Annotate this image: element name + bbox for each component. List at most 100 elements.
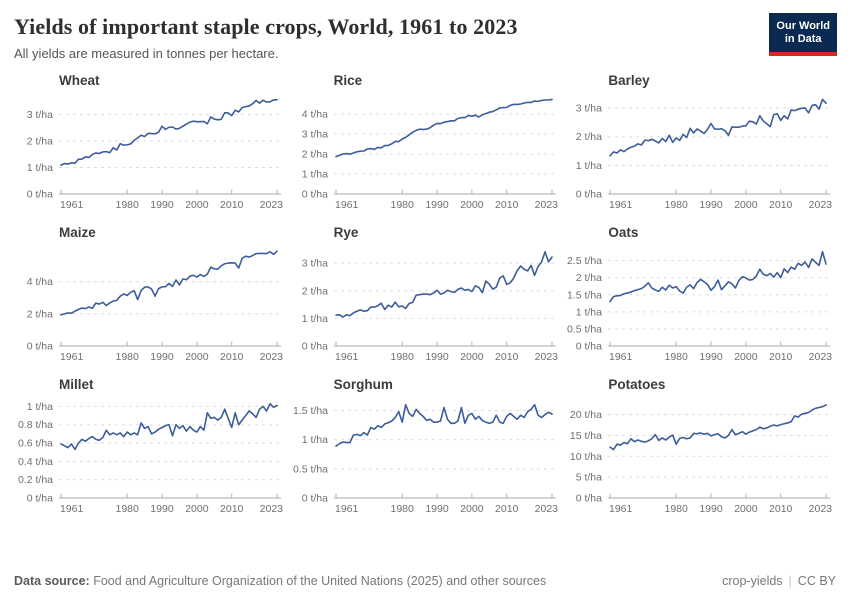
data-source: Data source: Food and Agriculture Organi…	[14, 574, 546, 588]
title-block: Yields of important staple crops, World,…	[13, 12, 518, 61]
chart-cell-rice: Rice 0 t/ha 1 t/ha 2 t/ha 3 t/ha 4 t/ha 1961 19…	[288, 73, 562, 216]
x-tick-label: 1961	[60, 351, 84, 363]
x-tick-label: 2000	[735, 503, 759, 515]
y-tick-label: 0 t/ha	[301, 341, 327, 353]
series-line-maize	[60, 250, 278, 316]
chart-title-rye: Rye	[333, 225, 359, 240]
x-tick-label: 2010	[769, 351, 793, 363]
x-tick-label: 2000	[185, 503, 209, 515]
x-tick-label: 2023	[260, 199, 284, 211]
x-tick-label: 1961	[335, 199, 359, 211]
chart-cell-millet: Millet 0 t/ha 0.2 t/ha 0.4 t/ha 0.6 t/ha 0.8 …	[13, 377, 287, 520]
y-tick-label: 5 t/ha	[576, 472, 602, 484]
y-tick-label: 0.8 t/ha	[18, 419, 53, 431]
x-tick-label: 2023	[260, 503, 284, 515]
series-line-rice	[334, 98, 553, 158]
y-tick-label: 0 t/ha	[27, 493, 53, 505]
credit-slug: crop-yields	[722, 574, 783, 588]
x-tick-label: 2000	[460, 199, 484, 211]
x-tick-label: 2000	[185, 199, 209, 211]
x-tick-label: 1990	[425, 503, 449, 515]
y-tick-label: 2 t/ha	[301, 285, 327, 297]
x-tick-label: 1980	[116, 199, 140, 211]
x-tick-label: 2023	[809, 199, 833, 211]
chart-title-maize: Maize	[59, 225, 96, 240]
y-tick-label: 1 t/ha	[301, 434, 327, 446]
y-tick-label: 1 t/ha	[576, 306, 602, 318]
y-tick-label: 20 t/ha	[570, 409, 602, 421]
y-tick-label: 2 t/ha	[27, 308, 53, 320]
x-tick-label: 2010	[220, 351, 244, 363]
y-tick-label: 0 t/ha	[27, 341, 53, 353]
y-tick-label: 3 t/ha	[576, 103, 602, 115]
x-tick-label: 2010	[220, 199, 244, 211]
chart-title-sorghum: Sorghum	[333, 377, 393, 392]
series-line-barley	[609, 98, 828, 157]
x-tick-label: 1961	[335, 503, 359, 515]
x-tick-label: 1990	[150, 199, 174, 211]
y-tick-label: 3 t/ha	[27, 109, 53, 121]
chart-sorghum: 0 t/ha 0.5 t/ha 1 t/ha 1.5 t/ha 1961 1980 1990…	[293, 403, 558, 515]
chart-title-millet: Millet	[59, 377, 94, 392]
y-tick-label: 0.2 t/ha	[18, 474, 53, 486]
data-source-label: Data source:	[14, 574, 90, 588]
x-tick-label: 1961	[609, 199, 633, 211]
chart-cell-potatoes: Potatoes 0 t/ha 5 t/ha 10 t/ha 15 t/ha 20 t/h…	[562, 377, 836, 520]
series-line-oats	[609, 250, 828, 303]
chart-millet: 0 t/ha 0.2 t/ha 0.4 t/ha 0.6 t/ha 0.8 t/ha 1 …	[18, 401, 284, 515]
x-tick-label: 2023	[534, 503, 558, 515]
y-tick-label: 2.5 t/ha	[567, 255, 602, 267]
series-line-wheat	[60, 98, 278, 166]
y-tick-label: 0 t/ha	[301, 189, 327, 201]
credit-license: CC BY	[797, 574, 836, 588]
x-tick-label: 1990	[700, 199, 724, 211]
credit: crop-yields | CC BY	[722, 574, 836, 588]
y-tick-label: 0 t/ha	[576, 189, 602, 201]
x-tick-label: 1980	[665, 199, 689, 211]
x-tick-label: 1990	[700, 351, 724, 363]
x-tick-label: 1961	[609, 503, 633, 515]
x-tick-label: 1990	[700, 503, 724, 515]
y-tick-label: 0 t/ha	[27, 189, 53, 201]
x-tick-label: 1961	[60, 503, 84, 515]
owid-logo: Our World in Data	[769, 13, 837, 56]
chart-title-potatoes: Potatoes	[608, 377, 666, 392]
x-tick-label: 2010	[220, 503, 244, 515]
y-tick-label: 1 t/ha	[27, 401, 53, 413]
data-source-text: Food and Agriculture Organization of the…	[89, 574, 547, 588]
y-tick-label: 0.5 t/ha	[293, 463, 328, 475]
y-tick-label: 1 t/ha	[301, 169, 327, 181]
x-tick-label: 1990	[150, 503, 174, 515]
x-tick-label: 2000	[735, 351, 759, 363]
x-tick-label: 2023	[809, 351, 833, 363]
page-subtitle: All yields are measured in tonnes per he…	[14, 46, 279, 61]
y-tick-label: 4 t/ha	[301, 109, 327, 121]
y-tick-label: 1.5 t/ha	[293, 405, 328, 417]
chart-barley: 0 t/ha 1 t/ha 2 t/ha 3 t/ha 1961 1980 1990 2000…	[576, 98, 833, 211]
x-tick-label: 2023	[534, 351, 558, 363]
y-tick-label: 1 t/ha	[27, 162, 53, 174]
x-tick-label: 1980	[116, 503, 140, 515]
footer: Data source: Food and Agriculture Organi…	[13, 574, 837, 590]
x-tick-label: 2010	[495, 199, 519, 211]
y-tick-label: 2 t/ha	[576, 131, 602, 143]
chart-title-oats: Oats	[608, 225, 639, 240]
x-tick-label: 1961	[60, 199, 84, 211]
series-line-rye	[334, 251, 553, 318]
y-tick-label: 3 t/ha	[301, 258, 327, 270]
y-tick-label: 15 t/ha	[570, 430, 602, 442]
logo-line-2: in Data	[784, 33, 822, 45]
x-tick-label: 1961	[609, 351, 633, 363]
chart-cell-maize: Maize 0 t/ha 2 t/ha 4 t/ha 1961 1980 1990 2000 2…	[13, 225, 287, 368]
credit-separator: |	[788, 574, 792, 588]
chart-rye: 0 t/ha 1 t/ha 2 t/ha 3 t/ha 1961 1980 1990 2000…	[301, 251, 558, 363]
x-tick-label: 1980	[665, 503, 689, 515]
y-tick-label: 0 t/ha	[576, 341, 602, 353]
series-line-millet	[60, 402, 278, 451]
charts-grid: Wheat 0 t/ha 1 t/ha 2 t/ha 3 t/ha 1961 1980 199…	[13, 73, 837, 520]
x-tick-label: 1961	[335, 351, 359, 363]
chart-rice: 0 t/ha 1 t/ha 2 t/ha 3 t/ha 4 t/ha 1961 1980 19…	[301, 98, 558, 211]
chart-potatoes: 0 t/ha 5 t/ha 10 t/ha 15 t/ha 20 t/ha 1961 198…	[570, 404, 832, 515]
x-tick-label: 1990	[425, 351, 449, 363]
